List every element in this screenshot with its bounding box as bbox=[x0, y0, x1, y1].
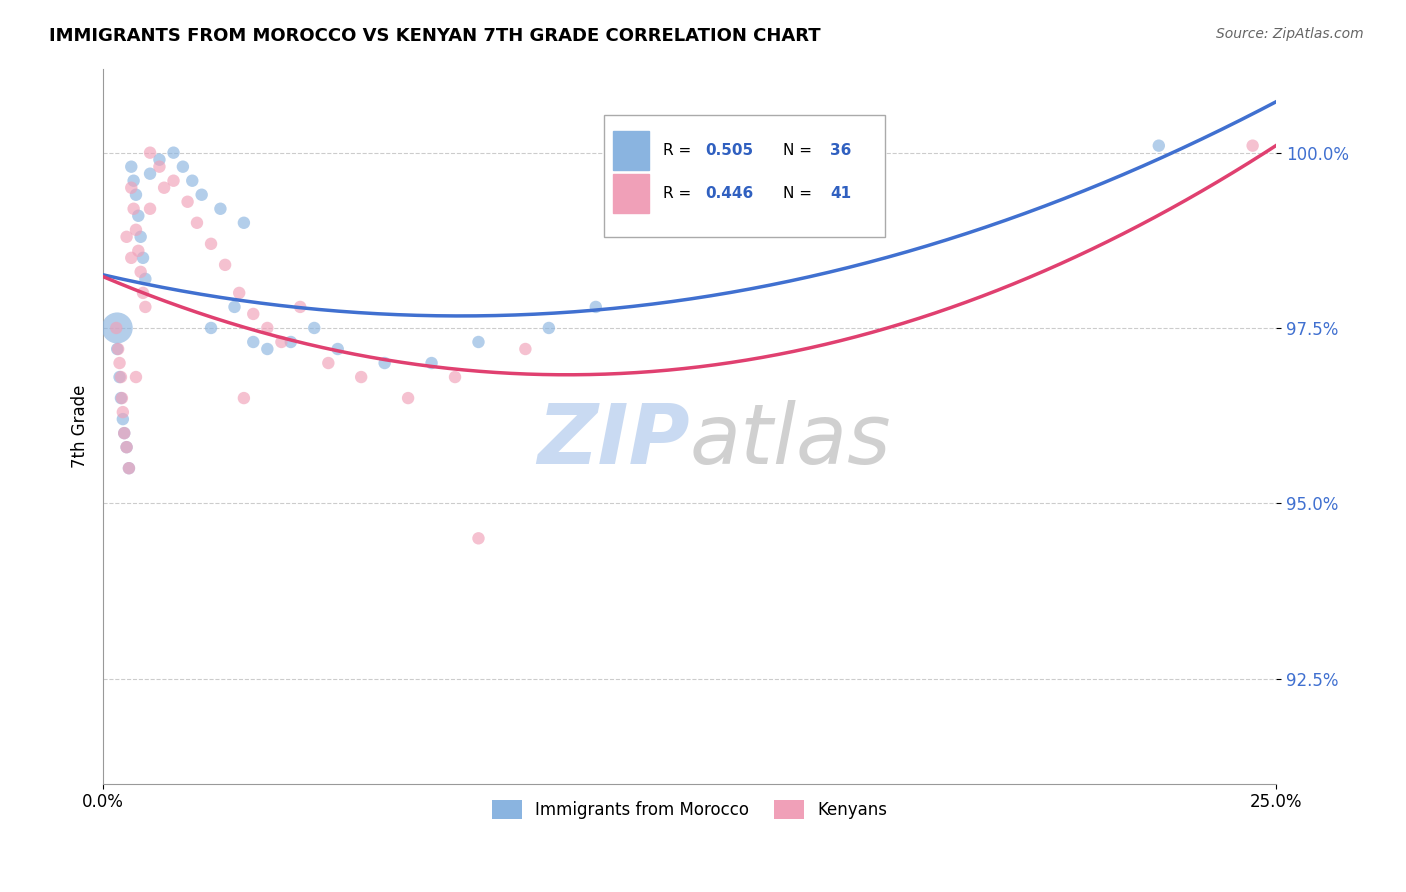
Point bbox=[134, 272, 156, 286]
Point bbox=[127, 244, 149, 258]
Point bbox=[110, 370, 132, 384]
Legend: Immigrants from Morocco, Kenyans: Immigrants from Morocco, Kenyans bbox=[485, 793, 894, 825]
Text: N =: N = bbox=[783, 186, 817, 202]
Point bbox=[139, 145, 162, 160]
Point bbox=[444, 370, 467, 384]
Point bbox=[107, 342, 129, 356]
Bar bbox=[613, 174, 648, 213]
Point bbox=[134, 300, 156, 314]
Point bbox=[256, 342, 278, 356]
Point bbox=[115, 229, 138, 244]
Point bbox=[242, 307, 264, 321]
Point bbox=[270, 334, 292, 349]
Text: 0.505: 0.505 bbox=[704, 144, 754, 158]
Point bbox=[132, 251, 155, 265]
Point bbox=[127, 209, 149, 223]
Point bbox=[181, 174, 204, 188]
Point bbox=[537, 321, 560, 335]
Point bbox=[108, 356, 131, 370]
Point bbox=[326, 342, 349, 356]
Point bbox=[200, 236, 222, 251]
Point bbox=[132, 285, 155, 300]
Point bbox=[120, 180, 142, 194]
Point bbox=[214, 258, 236, 272]
Point bbox=[224, 300, 246, 314]
Point bbox=[120, 251, 142, 265]
Point bbox=[129, 265, 152, 279]
Text: ZIP: ZIP bbox=[537, 400, 689, 481]
Point bbox=[1241, 138, 1264, 153]
Point bbox=[111, 391, 134, 405]
Point bbox=[122, 202, 145, 216]
Point bbox=[232, 216, 254, 230]
Bar bbox=[613, 131, 648, 170]
Point bbox=[374, 356, 396, 370]
Point bbox=[467, 334, 489, 349]
Text: 41: 41 bbox=[831, 186, 852, 202]
Point bbox=[256, 321, 278, 335]
Point bbox=[118, 461, 141, 475]
Point bbox=[129, 229, 152, 244]
Point bbox=[153, 180, 176, 194]
Point bbox=[200, 321, 222, 335]
Point bbox=[105, 321, 128, 335]
Text: atlas: atlas bbox=[689, 400, 891, 481]
Point bbox=[110, 391, 132, 405]
Point bbox=[105, 321, 128, 335]
Text: R =: R = bbox=[662, 186, 696, 202]
Point bbox=[190, 187, 212, 202]
Point bbox=[585, 300, 607, 314]
Y-axis label: 7th Grade: 7th Grade bbox=[72, 384, 89, 467]
Point bbox=[515, 342, 537, 356]
Point bbox=[467, 531, 489, 545]
Point bbox=[318, 356, 340, 370]
Point bbox=[304, 321, 326, 335]
Point bbox=[420, 356, 443, 370]
Point bbox=[290, 300, 312, 314]
Point bbox=[112, 426, 135, 441]
FancyBboxPatch shape bbox=[605, 115, 886, 236]
Point bbox=[228, 285, 250, 300]
Point bbox=[118, 461, 141, 475]
Point bbox=[209, 202, 232, 216]
Text: 0.446: 0.446 bbox=[704, 186, 754, 202]
Point bbox=[122, 174, 145, 188]
Point bbox=[1147, 138, 1170, 153]
Point bbox=[396, 391, 419, 405]
Point bbox=[115, 440, 138, 454]
Text: 36: 36 bbox=[831, 144, 852, 158]
Point bbox=[162, 174, 184, 188]
Point bbox=[120, 160, 142, 174]
Point bbox=[232, 391, 254, 405]
Point bbox=[186, 216, 208, 230]
Point bbox=[176, 194, 198, 209]
Point bbox=[172, 160, 194, 174]
Point bbox=[108, 370, 131, 384]
Point bbox=[111, 405, 134, 419]
Point bbox=[115, 440, 138, 454]
Text: R =: R = bbox=[662, 144, 696, 158]
Text: Source: ZipAtlas.com: Source: ZipAtlas.com bbox=[1216, 27, 1364, 41]
Text: N =: N = bbox=[783, 144, 817, 158]
Point bbox=[350, 370, 373, 384]
Text: IMMIGRANTS FROM MOROCCO VS KENYAN 7TH GRADE CORRELATION CHART: IMMIGRANTS FROM MOROCCO VS KENYAN 7TH GR… bbox=[49, 27, 821, 45]
Point bbox=[148, 153, 170, 167]
Point bbox=[139, 167, 162, 181]
Point bbox=[125, 370, 148, 384]
Point bbox=[125, 223, 148, 237]
Point bbox=[242, 334, 264, 349]
Point bbox=[111, 412, 134, 426]
Point bbox=[280, 334, 302, 349]
Point bbox=[105, 342, 128, 356]
Point bbox=[148, 160, 170, 174]
Point bbox=[125, 187, 148, 202]
Point bbox=[139, 202, 162, 216]
Point bbox=[162, 145, 184, 160]
Point bbox=[112, 426, 135, 441]
